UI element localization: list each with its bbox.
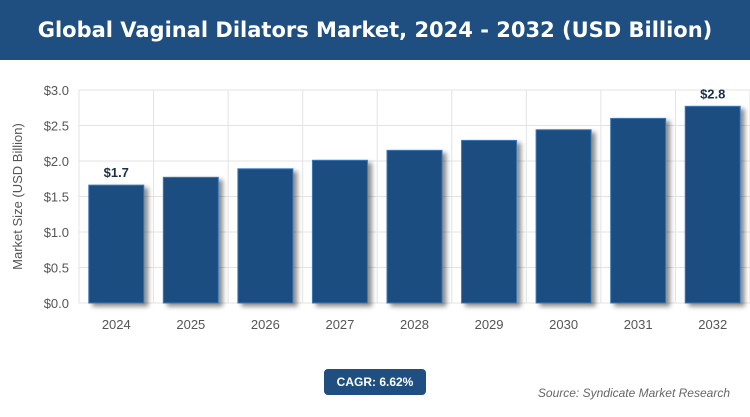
data-label-2024: $1.7 <box>104 165 129 180</box>
bar-2024 <box>88 184 145 304</box>
x-tick-label: 2030 <box>549 317 578 332</box>
bar-2030 <box>535 129 592 304</box>
bar-2032 <box>684 105 741 304</box>
bar-2028 <box>386 149 443 304</box>
data-label-2032: $2.8 <box>700 86 725 101</box>
bar-2031 <box>610 117 667 304</box>
bar-2026 <box>237 168 294 304</box>
bar-chart: $0.0 $0.5 $1.0 $1.5 $2.0 $2.5 $3.0 Market Size … <box>10 83 750 332</box>
bar-2025 <box>162 176 219 304</box>
y-axis-label: Market Size (USD Billion) <box>10 123 25 270</box>
x-tick-label: 2027 <box>325 317 354 332</box>
y-tick-label: $1.0 <box>44 225 69 240</box>
y-tick-label: $3.0 <box>44 83 69 98</box>
chart-title: Global Vaginal Dilators Market, 2024 - 2… <box>0 0 750 60</box>
x-tick-label: 2029 <box>475 317 504 332</box>
y-tick-label: $0.5 <box>44 261 69 276</box>
bar-2027 <box>311 159 368 304</box>
x-tick-label: 2026 <box>251 317 280 332</box>
x-tick-label: 2028 <box>400 317 429 332</box>
x-tick-label: 2031 <box>624 317 653 332</box>
cagr-badge: CAGR: 6.62% <box>324 369 426 395</box>
y-tick-label: $2.5 <box>44 119 69 134</box>
x-tick-label: 2025 <box>176 317 205 332</box>
x-tick-label: 2032 <box>698 317 727 332</box>
y-tick-label: $0.0 <box>44 296 69 311</box>
bar-2029 <box>461 139 518 304</box>
y-tick-label: $2.0 <box>44 154 69 169</box>
y-tick-label: $1.5 <box>44 190 69 205</box>
source-note: Source: Syndicate Market Research <box>537 386 730 400</box>
x-tick-label: 2024 <box>102 317 131 332</box>
